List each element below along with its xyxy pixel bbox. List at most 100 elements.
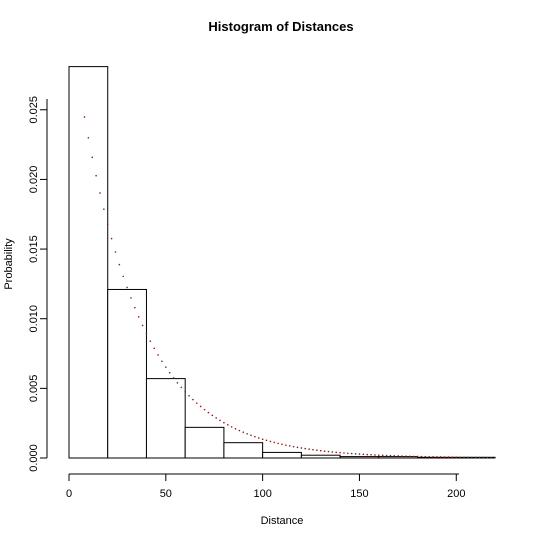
curve-point-3 [95, 174, 97, 177]
curve-point-0 [83, 116, 86, 118]
curve-point-73 [366, 453, 369, 456]
curve-point-87 [420, 455, 423, 458]
curve-point-42 [246, 433, 248, 435]
curve-point-99 [467, 456, 469, 459]
curve-point-56 [300, 447, 303, 449]
curve-point-45 [257, 437, 260, 439]
curve-point-61 [319, 449, 322, 452]
curve-point-36 [223, 421, 225, 424]
y-tick-label-1: 0.005 [28, 375, 40, 403]
curve-point-38 [230, 426, 233, 428]
curve-point-2 [91, 156, 94, 159]
curve-point-12 [130, 297, 132, 299]
curve-point-80 [393, 454, 396, 457]
curve-point-1 [87, 137, 90, 139]
curve-point-13 [134, 306, 136, 309]
curve-point-23 [172, 377, 175, 379]
curve-point-104 [486, 456, 489, 459]
x-tick-label-2: 100 [253, 488, 271, 500]
curve-point-14 [137, 316, 140, 318]
curve-point-85 [412, 455, 415, 458]
curve-point-17 [149, 340, 152, 342]
curve-point-58 [308, 448, 310, 450]
curve-point-57 [304, 447, 307, 450]
curve-point-92 [439, 456, 442, 458]
curve-point-44 [254, 435, 256, 438]
curve-point-8 [114, 251, 117, 253]
x-tick-label-0: 0 [66, 488, 72, 500]
curve-point-52 [285, 444, 287, 446]
curve-point-9 [118, 263, 121, 266]
curve-point-37 [226, 424, 229, 426]
curve-point-16 [145, 332, 148, 335]
curve-point-71 [358, 453, 361, 455]
histogram-bar-0 [68, 66, 109, 459]
curve-point-15 [141, 324, 144, 327]
x-axis-ticks: 0 50 100 150 200 [66, 474, 465, 500]
curve-point-79 [389, 454, 392, 457]
curve-point-51 [281, 443, 283, 446]
y-tick-label-5: 0.025 [28, 96, 40, 124]
curve-point-54 [292, 445, 295, 448]
curve-point-84 [409, 455, 411, 458]
curve-point-32 [207, 411, 210, 414]
curve-point-98 [463, 456, 465, 459]
curve-point-39 [234, 427, 237, 430]
curve-point-83 [405, 455, 407, 457]
curve-point-6 [106, 223, 109, 226]
curve-point-4 [99, 192, 101, 194]
curve-point-27 [188, 394, 190, 397]
curve-point-11 [126, 286, 128, 289]
curve-point-35 [219, 419, 221, 422]
histogram-bar-3 [184, 426, 225, 459]
curve-point-50 [277, 442, 279, 445]
curve-point-100 [470, 456, 473, 459]
curve-point-93 [443, 456, 446, 458]
x-tick-label-3: 150 [350, 488, 368, 500]
curve-point-40 [238, 429, 241, 432]
curve-point-48 [269, 440, 272, 443]
curve-point-46 [261, 438, 264, 440]
curve-point-101 [474, 456, 477, 459]
curve-point-90 [432, 456, 434, 458]
chart-title: Histogram of Distances [208, 19, 353, 34]
curve-point-22 [168, 371, 171, 374]
histogram-bar-5 [262, 451, 302, 459]
curve-point-47 [265, 439, 268, 442]
curve-point-62 [323, 450, 326, 452]
curve-point-66 [339, 451, 341, 454]
y-tick-label-4: 0.020 [28, 166, 40, 194]
curve-point-82 [401, 455, 403, 457]
curve-point-21 [165, 366, 167, 368]
curve-point-78 [385, 454, 388, 457]
curve-point-30 [199, 405, 202, 408]
curve-point-103 [482, 456, 485, 459]
curve-point-67 [343, 452, 345, 454]
curve-point-31 [203, 408, 206, 411]
curve-point-41 [242, 431, 245, 434]
curve-point-102 [478, 456, 481, 459]
y-axis-label: Probability [3, 238, 15, 290]
x-axis-label: Distance [261, 515, 304, 527]
curve-point-97 [459, 456, 461, 459]
curve-point-53 [288, 445, 291, 447]
curve-point-88 [424, 455, 427, 458]
curve-point-34 [215, 417, 217, 419]
curve-point-74 [370, 453, 372, 456]
curve-point-7 [110, 237, 113, 240]
curve-point-43 [250, 434, 252, 437]
curve-point-29 [196, 402, 198, 404]
histogram-bar-6 [300, 454, 341, 459]
curve-point-86 [416, 455, 419, 458]
y-tick-label-3: 0.015 [28, 235, 40, 263]
y-tick-label-0: 0.000 [28, 444, 40, 472]
curve-point-24 [176, 382, 179, 384]
histogram-bar-4 [223, 442, 264, 459]
histogram-bar-2 [145, 378, 186, 459]
curve-point-60 [316, 449, 318, 452]
curve-point-18 [153, 347, 155, 350]
curve-point-94 [447, 456, 450, 458]
y-tick-label-2: 0.010 [28, 305, 40, 333]
